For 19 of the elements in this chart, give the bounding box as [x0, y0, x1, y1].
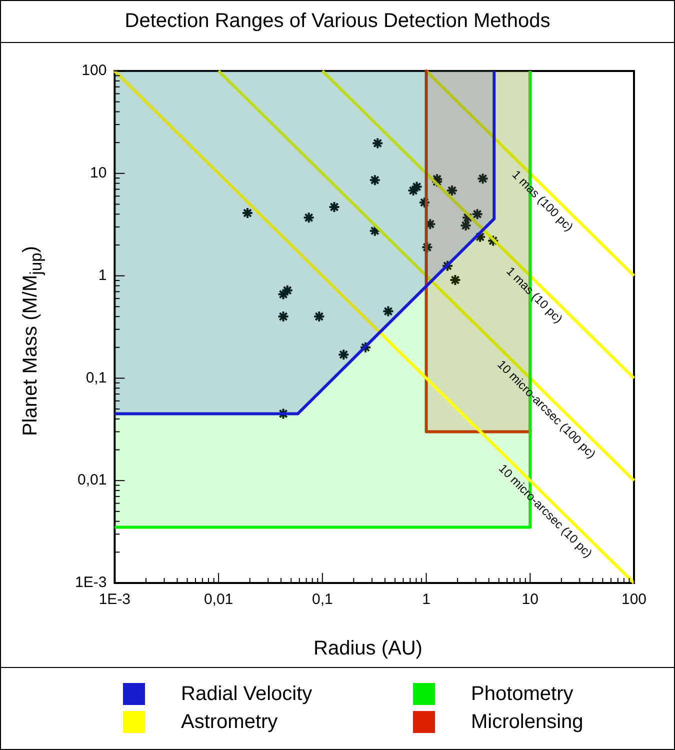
x-tick-label: 100 — [621, 591, 647, 608]
legend-label: Astrometry — [181, 710, 278, 734]
chart-title: Detection Ranges of Various Detection Methods — [1, 1, 674, 43]
x-tick-label: 0,1 — [312, 591, 333, 608]
y-tick-label: 100 — [82, 62, 107, 80]
x-tick-label: 1 — [422, 591, 430, 608]
x-tick-label: 0,01 — [204, 591, 234, 608]
annotation: 1 mas (100 pc) — [509, 168, 576, 234]
y-tick-label: 1 — [98, 266, 107, 284]
y-tick-label: 0,01 — [77, 472, 107, 489]
legend-label: Radial Velocity — [181, 682, 312, 706]
y-tick-label: 0,1 — [86, 369, 107, 386]
legend-label: Photometry — [471, 682, 574, 706]
x-tick-label: 10 — [522, 591, 538, 608]
y-tick-label: 1E-3 — [74, 574, 107, 592]
annotation: 1 mas (10 pc) — [504, 264, 566, 326]
legend-label: Microlensing — [471, 710, 584, 734]
x-axis-title: Radius (AU) — [314, 638, 422, 660]
y-tick-label: 10 — [90, 164, 107, 182]
